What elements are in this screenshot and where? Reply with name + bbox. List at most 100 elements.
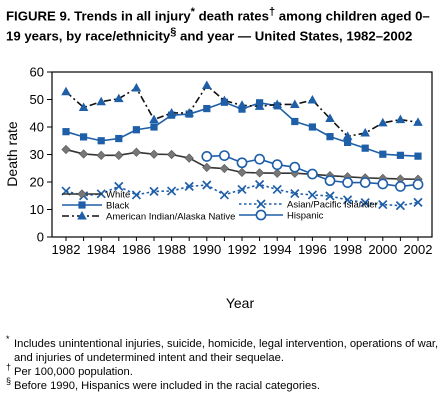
data-point [202,180,212,190]
series-3 [61,179,423,211]
legend-item-1: Black [62,201,129,212]
data-point [272,99,282,108]
data-point [203,104,211,113]
footnote-per-population: † Per 100,000 population. [6,362,133,378]
footnotes: * Includes unintentional injuries, suicid… [6,334,440,393]
data-point [325,191,335,201]
legend-label: White [106,190,130,201]
data-point [359,177,371,188]
legend-item-0: White [62,189,130,201]
data-point [237,100,247,109]
legend-swatch-marker [77,189,87,199]
x-tick-label: 1994 [263,242,292,257]
x-tick-label: 1982 [52,242,81,257]
data-point [78,102,89,111]
data-point [344,138,352,146]
data-point [96,150,106,160]
data-point [396,151,404,159]
y-tick-label: 60 [30,65,44,80]
data-point [306,168,318,180]
data-point [308,123,316,131]
data-point [342,195,353,205]
legend-label: Asian/Pacific Islander [287,200,378,211]
data-point [307,190,318,200]
data-point [131,147,142,157]
data-point [272,168,282,178]
legend-swatch-marker [77,211,87,220]
x-tick-label: 2000 [368,242,397,257]
data-point [254,101,265,110]
series-4 [201,150,424,192]
x-tick-label: 1986 [122,242,151,257]
data-point [150,123,158,131]
data-point [291,117,299,126]
x-tick-label: 1988 [157,242,186,257]
data-point [394,180,406,192]
data-point [272,184,282,195]
y-axis-label: Death rate [4,121,20,187]
data-point [342,131,353,140]
x-tick-label: 1990 [192,242,221,257]
x-tick-label: 1998 [333,242,362,257]
y-tick-label: 40 [30,120,44,135]
y-tick-label: 50 [30,92,44,107]
data-point [114,181,124,192]
data-point [378,199,388,210]
data-point [96,96,106,106]
series-line [65,183,419,207]
data-point [254,168,265,178]
data-point [238,105,246,113]
data-point [379,150,387,158]
legend-label: American Indian/Alaska Native [106,212,235,223]
legend-item-4: Hispanic [239,209,324,222]
data-point [131,190,142,200]
data-point [237,184,247,195]
data-point [395,114,406,124]
series-layer [61,80,424,211]
data-point [202,162,212,173]
y-tick-label: 30 [30,147,44,162]
data-point [149,186,159,196]
line-chart: 0 10 20 30 40 50 60 1982 1984 1986 1988 1990 1992 199… [4,65,433,311]
legend-label: Hispanic [287,211,324,222]
data-point [131,82,142,92]
data-point [61,144,71,155]
data-point [237,167,247,177]
y-tick-label: 20 [30,175,44,190]
data-point [361,144,369,152]
x-axis-label: Year [226,295,255,311]
x-tick-label: 1996 [298,242,327,257]
data-point [412,179,424,190]
data-point [166,149,177,160]
x-tick-label: 1984 [87,242,116,257]
data-point [326,133,334,141]
x-tick-label: 1992 [228,242,257,257]
data-point [377,178,389,190]
data-point [324,175,336,187]
legend-label: Black [106,201,129,212]
data-point [307,95,318,104]
data-point [219,95,230,105]
legend-item-2: American Indian/Alaska Native [62,211,235,223]
data-point [61,86,71,96]
data-point [132,126,140,134]
data-point [184,107,194,117]
data-point [290,99,300,108]
data-point [184,181,194,192]
data-point [254,153,265,165]
data-point [149,114,159,124]
data-point [78,149,89,159]
legend-swatch-marker [255,209,267,221]
data-point [114,93,124,103]
data-point [114,150,124,160]
data-point [395,201,406,211]
data-point [360,128,370,137]
data-point [325,113,335,122]
legend-item-3: Asian/Pacific Islander [239,199,378,211]
data-point [166,186,177,196]
data-point [254,179,265,190]
data-point [290,188,300,199]
data-point [97,137,105,145]
footnote-hispanic: § Before 1990, Hispanics were included in… [6,376,320,392]
